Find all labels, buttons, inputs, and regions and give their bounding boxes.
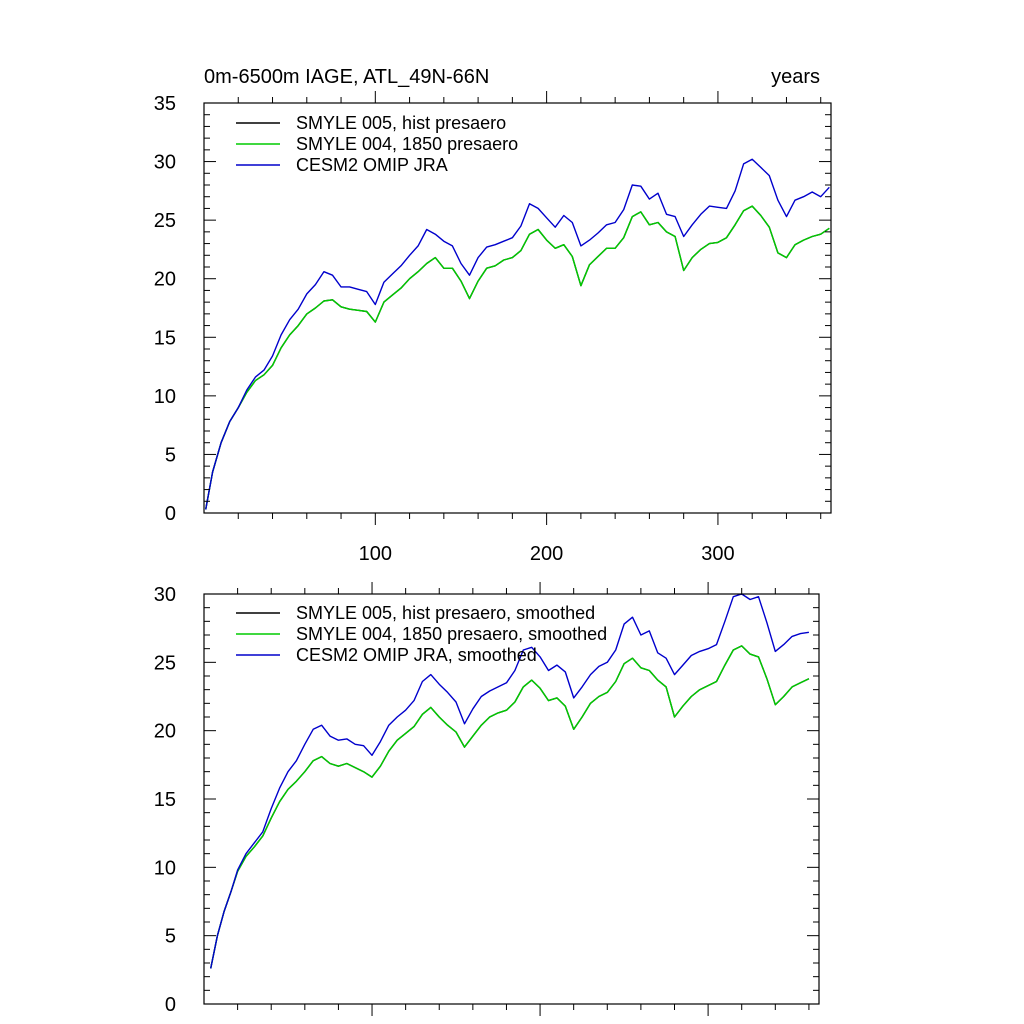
y-tick-label: 15: [154, 789, 176, 811]
y-tick-label: 5: [165, 444, 176, 466]
legend-bottom: SMYLE 005, hist presaero, smoothedSMYLE …: [236, 603, 607, 665]
y-tick-label: 10: [154, 857, 176, 879]
series-line-1: [210, 645, 810, 969]
y-tick-label: 30: [154, 584, 176, 606]
series-line-2: [210, 645, 810, 969]
y-tick-label: 15: [154, 327, 176, 349]
y-tick-label: 30: [154, 152, 176, 174]
series-line-3: [205, 158, 830, 510]
ticks-top: 0 5 10 15 20 25 30 35 100 200 300: [154, 91, 831, 565]
y-tick-label: 10: [154, 386, 176, 408]
legend-label-3: CESM2 OMIP JRA: [296, 155, 448, 175]
plot-frame-top: [203, 102, 832, 514]
y-tick-label: 20: [154, 269, 176, 291]
panel-top: 0m-6500m IAGE, ATL_49N-66N years 0 5 10 15 2…: [154, 66, 832, 565]
plot-frame-bottom: [203, 593, 820, 1005]
y-tick-label: 35: [154, 93, 176, 115]
series-line-2: [205, 205, 830, 510]
y-tick-label: 25: [154, 652, 176, 674]
x-tick-label: 100: [359, 543, 392, 565]
y-tick-label: 0: [165, 503, 176, 525]
series-line-3: [210, 593, 810, 969]
legend-label-1: SMYLE 005, hist presaero, smoothed: [296, 603, 595, 623]
legend-label-2: SMYLE 004, 1850 presaero, smoothed: [296, 624, 607, 644]
series-line-1: [205, 205, 830, 510]
x-tick-label: 200: [530, 543, 563, 565]
y-tick-label: 0: [165, 994, 176, 1016]
legend-label-2: SMYLE 004, 1850 presaero: [296, 134, 518, 154]
chart-title: 0m-6500m IAGE, ATL_49N-66N: [204, 66, 489, 88]
legend-label-1: SMYLE 005, hist presaero: [296, 113, 506, 133]
units-label: years: [771, 66, 820, 88]
series-group-bottom: [210, 593, 810, 969]
ticks-bottom: 0 5 10 15 20 25 30: [154, 582, 819, 1016]
x-tick-label: 300: [701, 543, 734, 565]
y-tick-label: 20: [154, 721, 176, 743]
panel-bottom: 0 5 10 15 20 25 30 SMYLE 005, hist presaero, s…: [154, 582, 820, 1016]
series-group-top: [205, 158, 830, 510]
y-tick-label: 25: [154, 210, 176, 232]
y-tick-label: 5: [165, 926, 176, 948]
legend-label-3: CESM2 OMIP JRA, smoothed: [296, 645, 537, 665]
